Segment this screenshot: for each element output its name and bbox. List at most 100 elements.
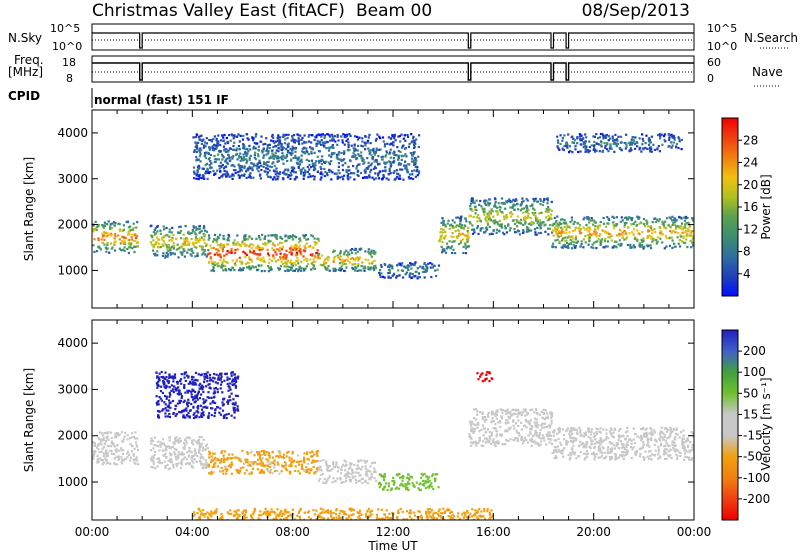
heatmap-cell [608,147,611,150]
heatmap-cell [664,235,667,238]
heatmap-cell [593,230,596,233]
heatmap-cell [109,449,112,452]
heatmap-cell [582,238,585,241]
heatmap-cell [292,234,295,237]
heatmap-cell [657,134,660,137]
heatmap-cell [507,411,510,414]
heatmap-cell [490,434,493,437]
heatmap-cell [122,449,125,452]
heatmap-cell [522,439,525,443]
heatmap-cell [648,230,651,233]
heatmap-cell [136,221,139,224]
heatmap-cell [240,262,243,265]
heatmap-feature [317,459,378,485]
heatmap-cell [210,461,213,464]
heatmap-cell [692,432,694,435]
heatmap-cell [184,462,188,466]
heatmap-cell [389,156,392,159]
heatmap-cell [352,164,355,168]
heatmap-cell [172,242,175,245]
heatmap-cell [92,228,95,231]
heatmap-cell [435,274,438,278]
heatmap-cell [93,453,96,456]
heatmap-cell [354,263,357,266]
heatmap-cell [205,443,209,446]
heatmap-cell [495,231,498,234]
heatmap-cell [354,471,357,474]
heatmap-cell [150,234,153,237]
heatmap-cell [224,268,227,271]
heatmap-cell [278,249,281,252]
heatmap-cell [280,149,283,152]
heatmap-cell [648,140,651,143]
heatmap-cell [543,422,547,425]
heatmap-cell [574,245,577,248]
heatmap-cell [195,142,198,145]
heatmap-cell [476,220,479,223]
heatmap-cell [237,469,240,472]
heatmap-cell [476,413,479,416]
heatmap-cell [328,170,331,173]
heatmap-cell [327,256,330,259]
heatmap-cell [571,235,574,238]
heatmap-cell [93,443,96,446]
heatmap-cell [659,433,662,436]
heatmap-cell [126,452,129,455]
heatmap-cell [313,178,316,181]
heatmap-cell [601,149,604,152]
heatmap-cell [539,443,542,446]
heatmap-cell [281,135,285,138]
heatmap-cell [238,459,241,462]
heatmap-cell [239,268,243,271]
heatmap-cell [364,168,367,171]
heatmap-cell [195,440,198,443]
heatmap-cell [173,451,176,454]
heatmap-cell [149,457,153,460]
heatmap-cell [395,172,399,175]
heatmap-cell [192,251,195,255]
heatmap-cell [313,138,316,142]
heatmap-cell [152,231,155,234]
heatmap-cell [277,135,280,138]
heatmap-cell [356,138,360,141]
heatmap-cell [472,199,475,202]
heatmap-cell [213,143,216,146]
heatmap-cell [507,200,510,203]
heatmap-cell [468,433,471,436]
heatmap-cell [458,217,461,220]
heatmap-cell [250,461,253,464]
heatmap-cell [175,464,178,467]
heatmap-cell [151,249,155,252]
heatmap-cell [196,170,199,173]
heatmap-cell [216,238,219,241]
heatmap-cell [197,175,200,178]
heatmap-cell [257,458,260,461]
heatmap-cell [423,261,426,265]
heatmap-cell [400,133,403,136]
heatmap-cell [317,239,320,243]
heatmap-cell [92,230,95,233]
heatmap-cell [560,451,563,454]
heatmap-cell [573,453,576,456]
heatmap-cell [370,154,373,157]
heatmap-cell [520,201,524,204]
heatmap-cell [529,419,532,422]
heatmap-cell [669,429,672,432]
heatmap-cell [130,450,133,453]
heatmap-cell [507,223,510,226]
heatmap-cell [409,272,412,275]
heatmap-cell [467,232,470,235]
heatmap-cell [106,461,109,464]
heatmap-cell [217,140,220,143]
heatmap-cell [512,424,515,427]
heatmap-cell [537,443,540,446]
heatmap-cell [259,161,262,165]
heatmap-cell [132,228,135,231]
heatmap-cell [299,163,302,166]
heatmap-cell [200,236,203,239]
y-tick-label: 1000 [57,263,88,277]
heatmap-cell [121,458,124,461]
heatmap-cell [397,156,400,159]
heatmap-cell [362,145,365,148]
